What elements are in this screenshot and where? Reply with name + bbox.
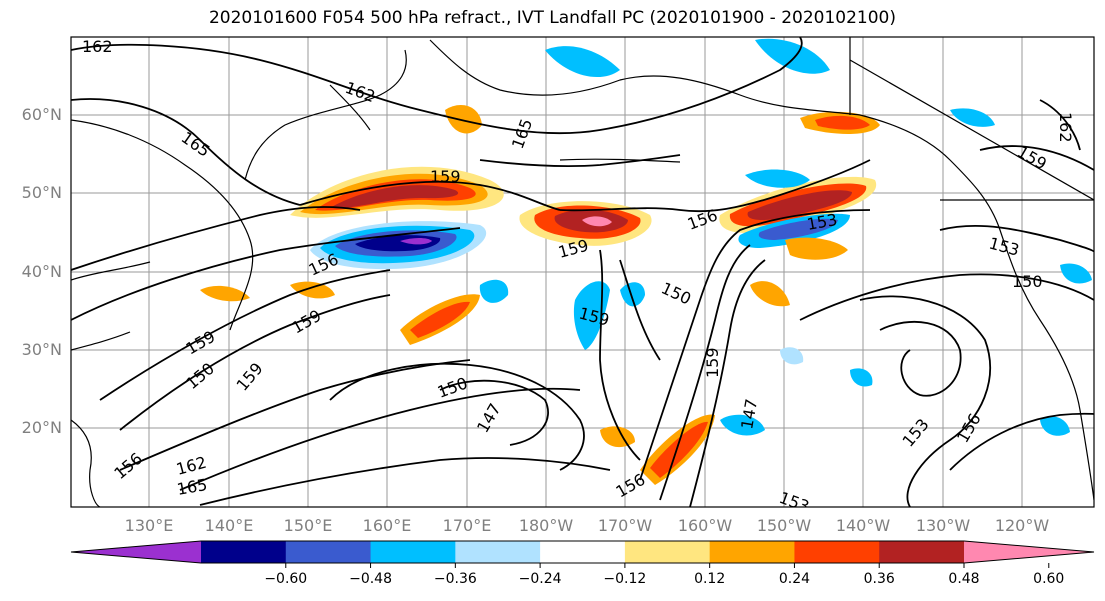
positive-anomaly-band: [650, 421, 708, 478]
positive-anomaly-band: [815, 115, 870, 130]
negative-anomaly-band: [545, 46, 620, 78]
lon-label: 120°W: [994, 516, 1050, 535]
lat-label: 50°N: [21, 183, 62, 202]
contour-label: 156: [110, 449, 146, 483]
contour-label: 156: [685, 205, 720, 233]
colorbar-tick-label: −0.48: [349, 571, 392, 587]
negative-anomaly-band: [758, 218, 838, 240]
positive-anomaly-band: [750, 281, 790, 307]
lon-label: 160°W: [677, 516, 733, 535]
lon-label: 180°W: [518, 516, 574, 535]
contour-label: 162: [82, 37, 113, 56]
contour-label-group: 162 165 162 165 159 159 156 153 150 150 …: [82, 37, 1075, 516]
contour-label: 156: [613, 470, 649, 502]
lon-label: 140°E: [204, 516, 254, 535]
negative-anomaly-band: [755, 38, 830, 74]
colorbar-tick-label: 0.24: [778, 571, 811, 587]
negative-anomaly-band: [1040, 416, 1070, 436]
coastlines: [71, 37, 1094, 507]
map-frame: [70, 36, 1095, 508]
negative-anomaly-band: [950, 108, 995, 127]
positive-anomaly-band: [600, 426, 635, 448]
lon-label: 140°W: [835, 516, 891, 535]
lon-label: 160°E: [362, 516, 412, 535]
contour-label: 147: [473, 400, 505, 436]
contour-label: 153: [987, 234, 1021, 260]
negative-anomaly-band: [850, 368, 873, 387]
negative-anomaly-band: [620, 282, 645, 307]
colorbar-tick-label: −0.24: [518, 571, 562, 587]
positive-anomaly-band: [410, 301, 470, 338]
negative-anomaly-band: [1060, 263, 1092, 284]
lon-label: 170°E: [442, 516, 492, 535]
colorbar-tick-label: 0.36: [863, 571, 895, 587]
positive-anomaly-band: [445, 105, 482, 134]
contour-label: 162: [1056, 112, 1075, 143]
positive-anomaly-band: [582, 216, 612, 227]
colorbar-tick-label: 0.48: [948, 571, 980, 587]
contour-label: 159: [233, 359, 267, 395]
positive-anomaly-band: [200, 285, 250, 302]
contour-label: 159: [430, 167, 461, 186]
refractivity-contours: [71, 37, 1094, 507]
colorbar-tick-label: −0.60: [264, 571, 308, 587]
figure-title: 2020101600 F054 500 hPa refract., IVT La…: [208, 8, 896, 28]
negative-anomaly-band: [400, 238, 432, 245]
colorbar-tick-label: 0.60: [1033, 571, 1065, 587]
positive-anomaly-band: [747, 190, 852, 220]
contour-label: 153: [899, 415, 933, 451]
positive-anomaly-band: [290, 281, 335, 299]
colorbar-tick-label: 0.12: [694, 571, 726, 587]
lon-label: 150°E: [283, 516, 333, 535]
ivt-pc-shading: [200, 38, 1092, 485]
contour-label: 159: [289, 306, 325, 338]
contour-label: 162: [343, 78, 378, 106]
negative-anomaly-band: [780, 347, 804, 365]
contour-label: 159: [703, 347, 722, 378]
lon-label: 170°W: [597, 516, 653, 535]
contour-label: 165: [175, 475, 208, 499]
colorbar-tick-label: −0.12: [603, 571, 647, 587]
contour-label: 150: [658, 278, 694, 308]
lon-label: 130°E: [124, 516, 174, 535]
lon-label: 130°W: [915, 516, 971, 535]
contour-label: 165: [178, 128, 214, 161]
lat-label: 40°N: [21, 262, 62, 281]
lat-label: 60°N: [21, 105, 62, 124]
contour-label: 150: [1012, 272, 1043, 291]
negative-anomaly-band: [745, 169, 810, 188]
negative-anomaly-band: [573, 281, 610, 350]
lon-label: 150°W: [756, 516, 812, 535]
positive-anomaly-band: [330, 185, 459, 209]
lat-label: 20°N: [21, 418, 62, 437]
negative-anomaly-band: [720, 414, 765, 436]
colorbar-tick-label: −0.36: [433, 571, 477, 587]
contour-label: 153: [777, 488, 812, 516]
lat-lon-grid: [71, 37, 1094, 507]
negative-anomaly-band: [479, 279, 509, 303]
lat-label: 30°N: [21, 340, 62, 359]
contour-label: 165: [508, 116, 536, 151]
positive-anomaly-band: [785, 237, 848, 260]
